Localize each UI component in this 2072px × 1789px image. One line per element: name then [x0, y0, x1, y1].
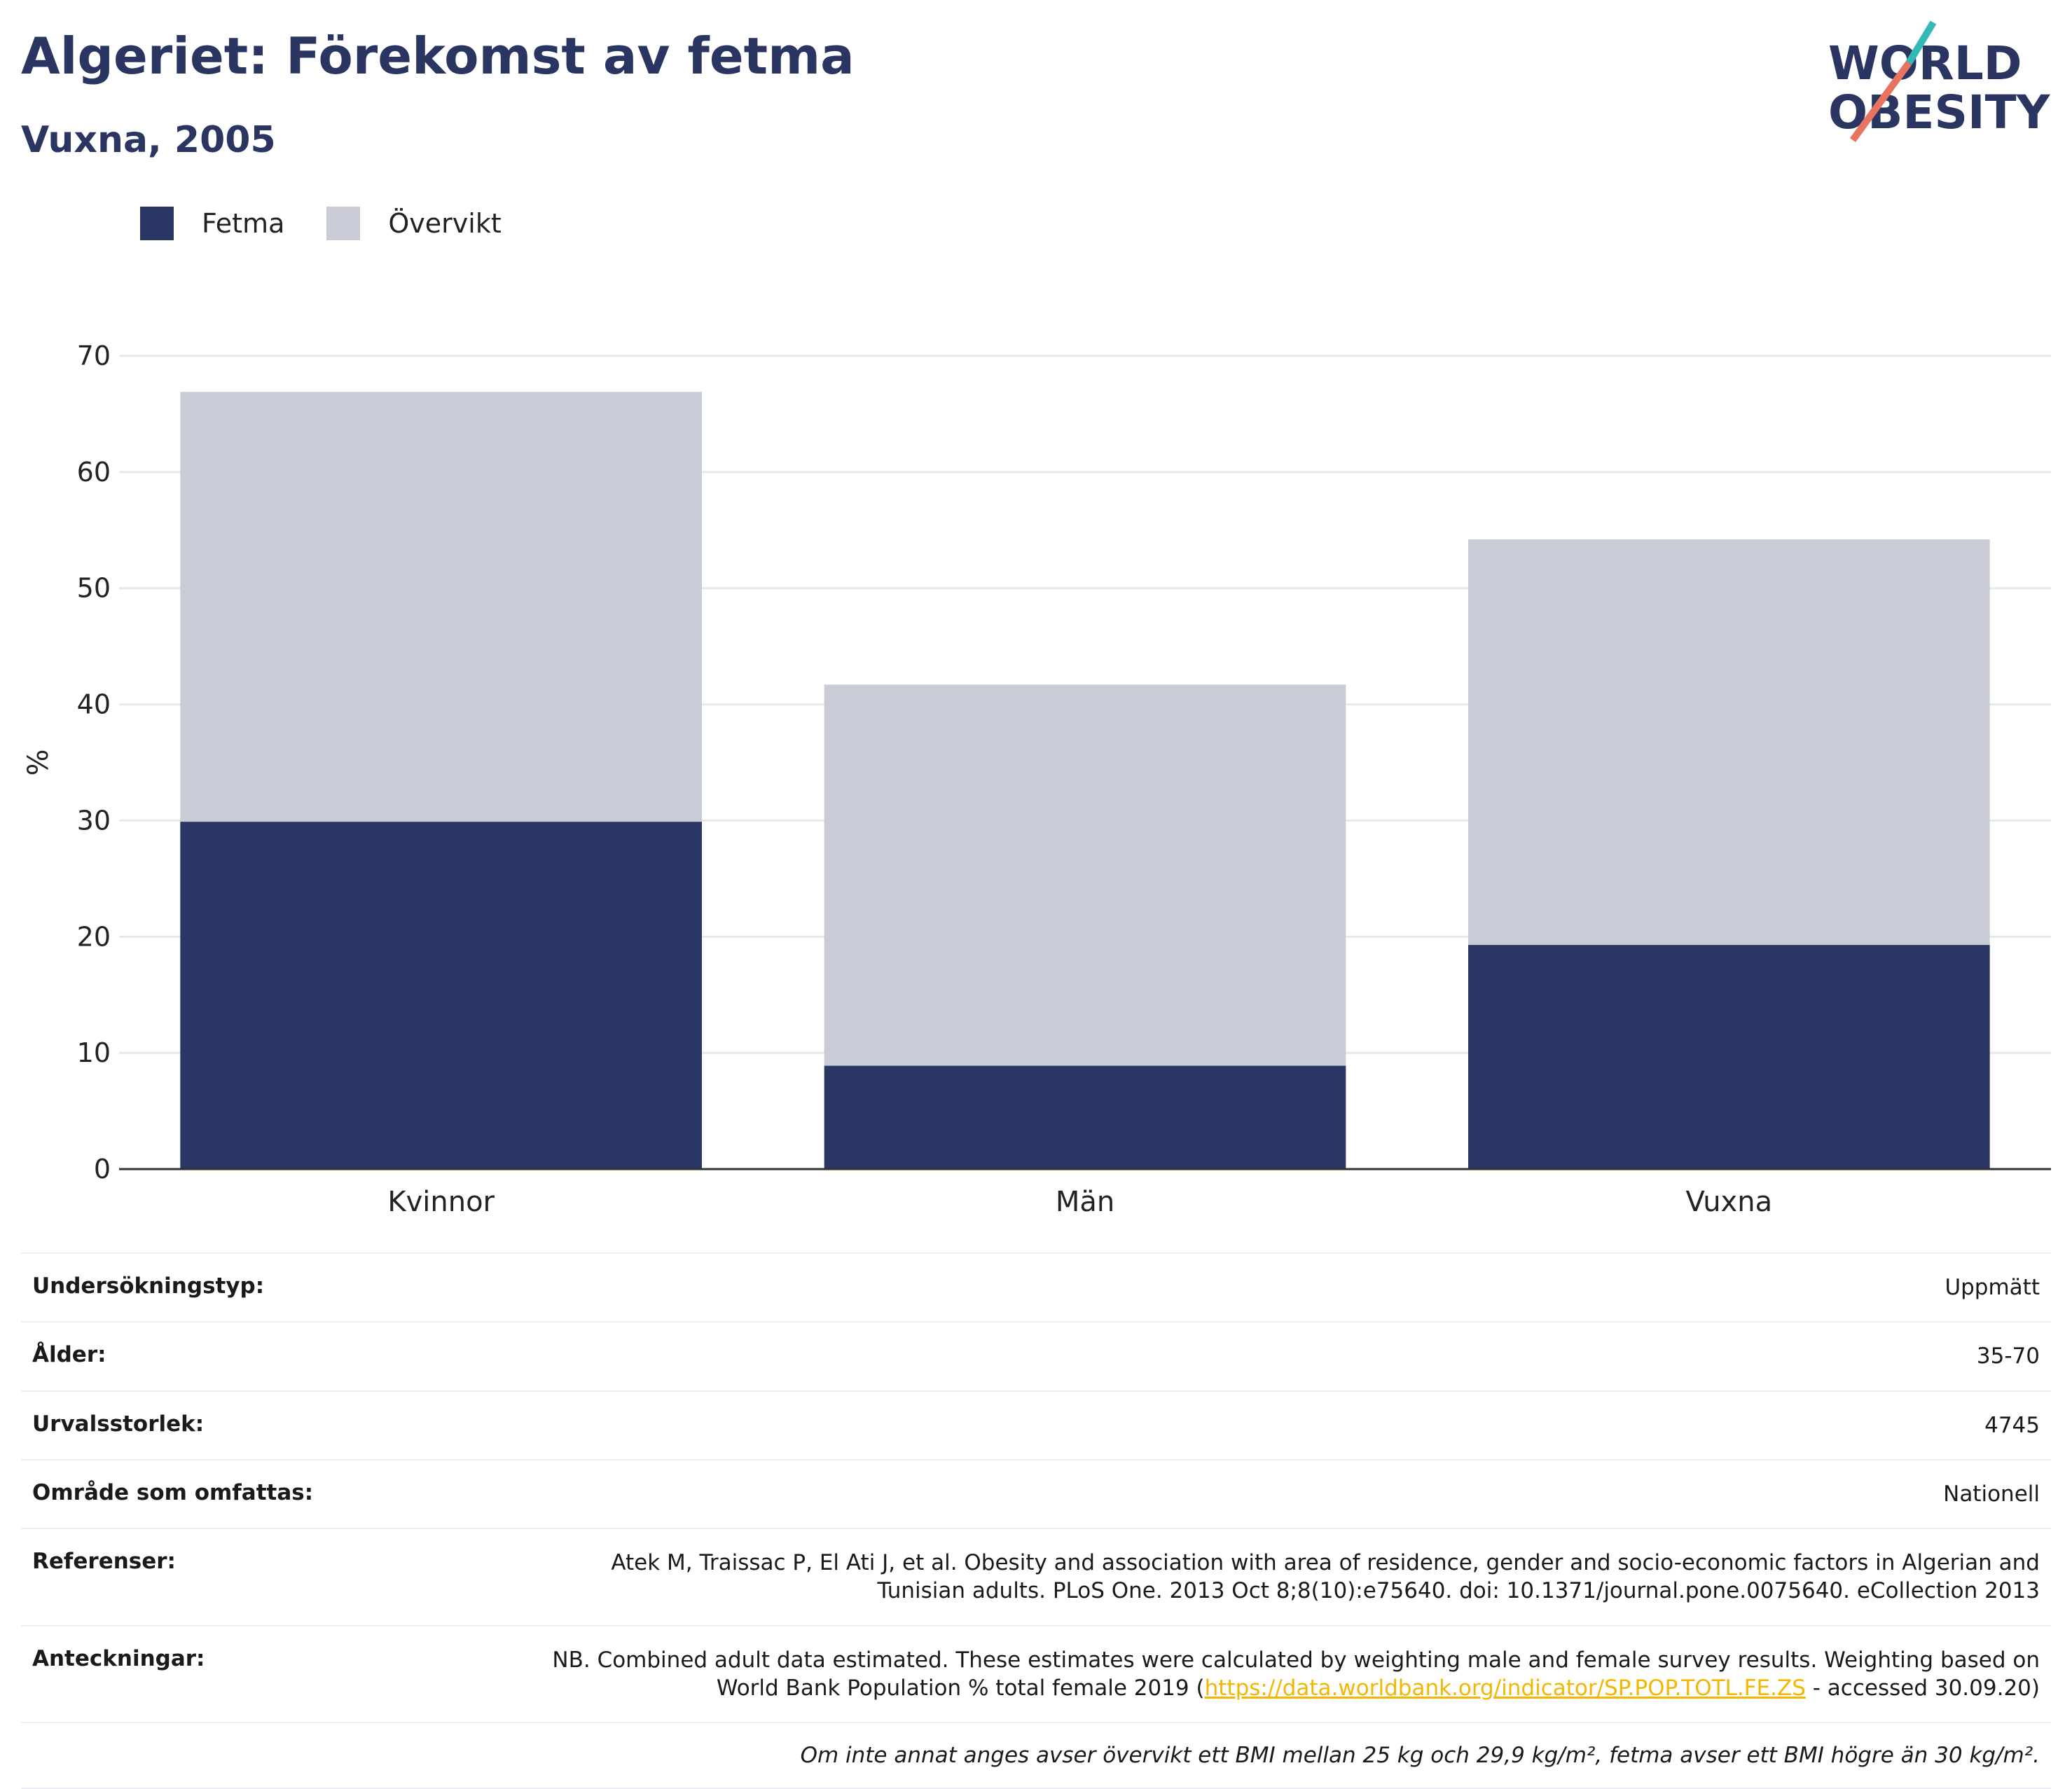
- meta-row: Undersökningstyp: Uppmätt: [21, 1252, 2051, 1323]
- meta-row: Ålder: 35-70: [21, 1322, 2051, 1392]
- meta-label-notes: Anteckningar:: [32, 1645, 205, 1671]
- y-tick-label: 30: [77, 805, 111, 836]
- meta-label: Ålder:: [32, 1342, 106, 1368]
- meta-label: Undersökningstyp:: [32, 1273, 265, 1299]
- meta-row-notes: Anteckningar: NB. Combined adult data es…: [21, 1626, 2051, 1724]
- logo-line-1: WORLD: [1828, 36, 2022, 90]
- x-tick-label: Vuxna: [1686, 1186, 1773, 1218]
- meta-row: Urvalsstorlek: 4745: [21, 1392, 2051, 1460]
- chart-subtitle: Vuxna, 2005: [21, 119, 276, 161]
- notes-suffix: - accessed 30.09.20): [1805, 1676, 2040, 1701]
- bar-fetma: [1468, 944, 1990, 1169]
- bar-fetma: [824, 1065, 1346, 1169]
- bar-chart: 0 10 20 30 40 50 60 70% Kvinnor Män Vuxna: [22, 340, 2051, 1218]
- meta-row: Område som omfattas: Nationell: [21, 1460, 2051, 1530]
- meta-value: Atek M, Traissac P, El Ati J, et al. Obe…: [611, 1550, 2040, 1604]
- bar-overvikt: [180, 392, 702, 822]
- y-tick-label: 60: [77, 457, 111, 488]
- meta-value: 4745: [1984, 1412, 2040, 1438]
- y-tick-label: 0: [94, 1154, 111, 1184]
- bar-overvikt: [824, 684, 1346, 1066]
- y-axis-label: %: [22, 749, 55, 775]
- x-tick-label: Kvinnor: [387, 1186, 495, 1218]
- meta-row-footnote: Om inte annat anges avser övervikt ett B…: [21, 1723, 2051, 1789]
- y-tick-label: 70: [77, 340, 111, 371]
- legend-item-fetma: Fetma: [140, 207, 284, 240]
- notes-text: NB. Combined adult data estimated. These…: [552, 1647, 2040, 1701]
- world-obesity-logo: WORLD OBESITY: [1828, 21, 2052, 147]
- meta-label: Referenser:: [32, 1549, 176, 1575]
- meta-value: Uppmätt: [1945, 1275, 2040, 1300]
- legend-swatch-overvikt: [326, 207, 361, 240]
- y-tick-label: 40: [77, 689, 111, 720]
- y-tick-label: 10: [77, 1037, 111, 1068]
- meta-value-notes: NB. Combined adult data estimated. These…: [541, 1646, 2040, 1703]
- bmi-footnote: Om inte annat anges avser övervikt ett B…: [800, 1743, 2040, 1769]
- meta-value: 35-70: [1976, 1344, 2040, 1369]
- legend-label-overvikt: Övervikt: [388, 208, 502, 239]
- meta-label: Urvalsstorlek:: [32, 1411, 205, 1437]
- chart-legend: Fetma Övervikt: [140, 207, 544, 240]
- x-tick-label: Män: [1056, 1186, 1114, 1218]
- bar-overvikt: [1468, 539, 1990, 945]
- meta-label: Område som omfattas:: [32, 1479, 314, 1505]
- chart-title: Algeriet: Förekomst av fetma: [21, 27, 855, 85]
- y-tick-label: 20: [77, 921, 111, 952]
- legend-swatch-fetma: [140, 207, 174, 240]
- worldbank-link[interactable]: https://data.worldbank.org/indicator/SP.…: [1204, 1676, 1806, 1701]
- legend-item-overvikt: Övervikt: [326, 207, 502, 240]
- legend-label-fetma: Fetma: [202, 208, 285, 239]
- meta-row: Referenser: Atek M, Traissac P, El Ati J,…: [21, 1529, 2051, 1626]
- bar-fetma: [180, 822, 702, 1169]
- meta-value: Nationell: [1943, 1481, 2040, 1507]
- logo-slash-icon: [1849, 21, 1937, 142]
- survey-info-table: Undersökningstyp: Uppmätt Ålder: 35-70 Urval…: [21, 1252, 2051, 1789]
- y-tick-label: 50: [77, 573, 111, 604]
